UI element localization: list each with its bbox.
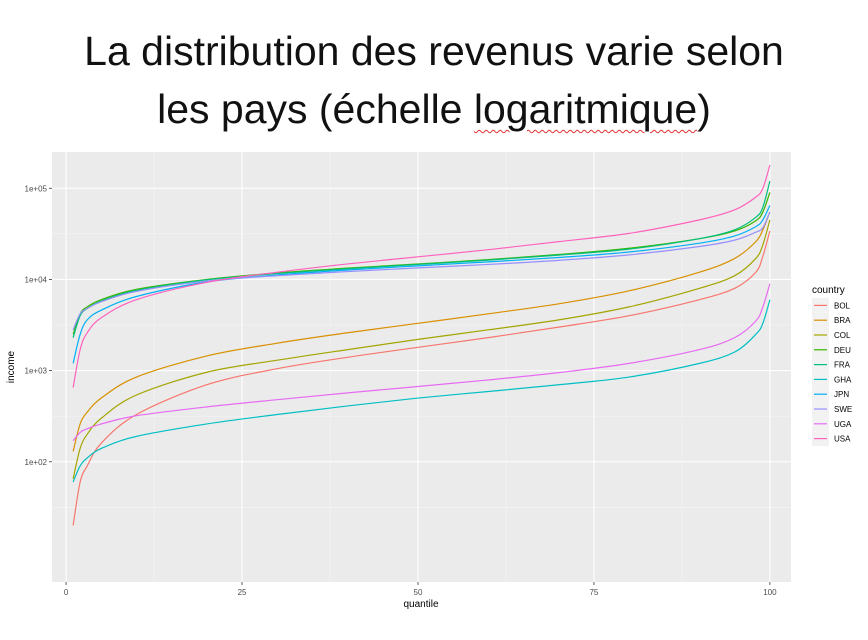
spellcheck-flagged-word: logaritmique: [473, 86, 698, 132]
series-line-gha: [72, 299, 771, 483]
slide-title-line-2: les pays (échelle logaritmique): [0, 80, 868, 138]
y-tick-label: 1e+04: [25, 275, 48, 284]
series-lines: [72, 164, 771, 526]
x-tick-label: 100: [763, 588, 777, 597]
slide-title: La distribution des revenus varie selon …: [0, 22, 868, 138]
legend-label-deu: DEU: [834, 346, 851, 355]
y-axis-title: income: [6, 350, 17, 383]
legend-label-col: COL: [834, 331, 851, 340]
series-line-col: [72, 219, 771, 479]
series-line-jpn: [72, 205, 771, 364]
series-line-usa: [72, 164, 771, 388]
legend-label-gha: GHA: [834, 375, 852, 384]
legend-label-swe: SWE: [834, 405, 852, 414]
x-tick-label: 75: [589, 588, 598, 597]
series-line-fra: [72, 180, 771, 338]
series-line-uga: [72, 283, 771, 442]
legend-title: country: [812, 285, 845, 296]
legend-label-jpn: JPN: [834, 390, 849, 399]
series-line-bol: [72, 230, 771, 526]
x-tick-label: 0: [64, 588, 69, 597]
x-axis-title: quantile: [403, 599, 438, 610]
legend: country BOL BRA COL DEU FRA GHA JPN SWE UGA USA: [812, 285, 852, 446]
slide-title-line-1: La distribution des revenus varie selon: [84, 28, 784, 74]
slide-title-line-2-start: les pays (échelle: [157, 86, 474, 132]
legend-label-bol: BOL: [834, 301, 851, 310]
y-axis: 1e+02 1e+03 1e+04 1e+05: [25, 184, 52, 467]
y-tick-label: 1e+02: [25, 458, 48, 467]
legend-label-fra: FRA: [834, 361, 851, 370]
y-tick-label: 1e+05: [25, 184, 48, 193]
legend-label-bra: BRA: [834, 316, 851, 325]
series-line-bra: [72, 211, 771, 452]
x-axis: 0 25 50 75 100: [64, 582, 777, 597]
y-tick-label: 1e+03: [25, 367, 48, 376]
slide-title-line-2-end: ): [697, 86, 711, 132]
series-line-swe: [72, 211, 771, 331]
x-tick-label: 50: [414, 588, 423, 597]
plot-panel: [52, 152, 791, 582]
x-tick-label: 25: [238, 588, 247, 597]
legend-label-uga: UGA: [834, 420, 852, 429]
legend-label-usa: USA: [834, 435, 851, 444]
